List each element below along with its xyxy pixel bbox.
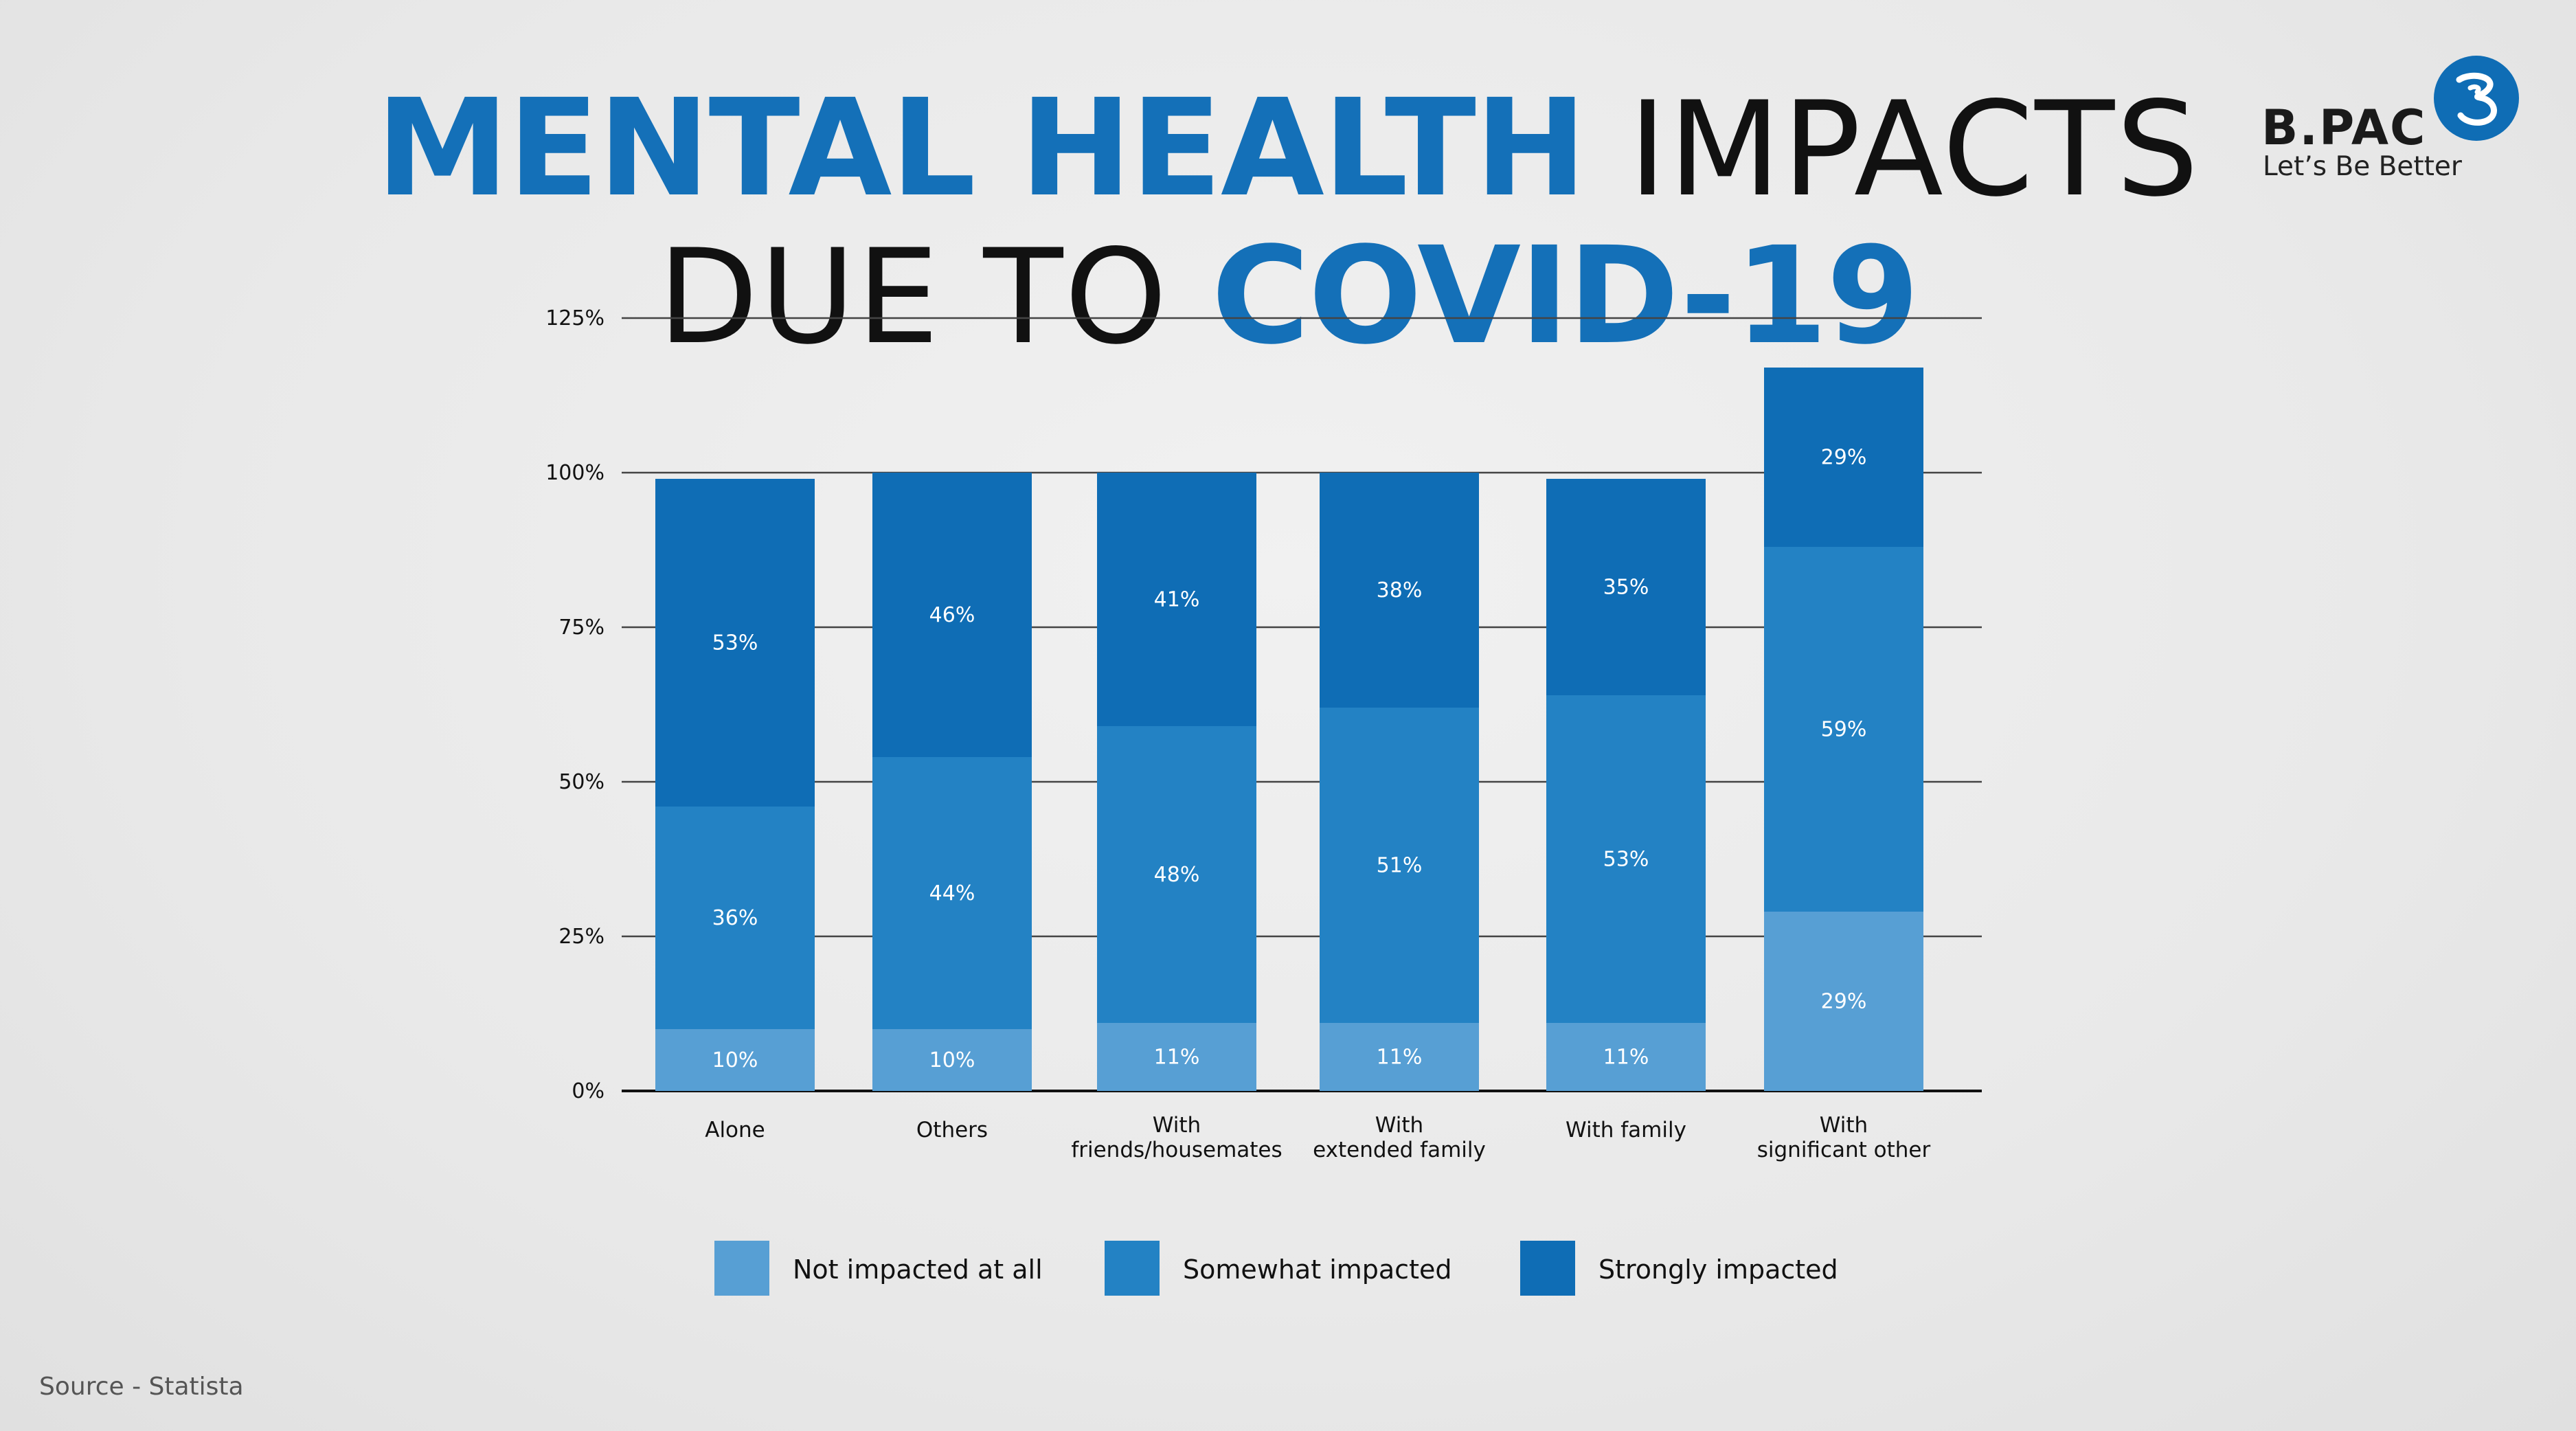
y-tick-label: 100%: [545, 461, 605, 485]
bar-segment: [872, 757, 1032, 1029]
x-category-label: Alone: [705, 1118, 765, 1142]
bar-data-label: 10%: [712, 1048, 758, 1072]
title-line-1: MENTAL HEALTH IMPACTS: [0, 81, 2576, 215]
legend-swatch: [714, 1241, 769, 1296]
title-strong-1: MENTAL HEALTH: [376, 70, 1587, 226]
bar-segment: [1764, 547, 1923, 912]
bar-segment: [1097, 473, 1256, 726]
bar-segment: [1546, 695, 1706, 1023]
x-category-label: Others: [916, 1118, 988, 1142]
y-tick-label: 50%: [558, 770, 605, 794]
bar-data-label: 11%: [1603, 1046, 1649, 1070]
title-strong-2: COVID-19: [1211, 218, 1919, 374]
bar-data-label: 11%: [1377, 1046, 1423, 1070]
x-category-label: With: [1375, 1113, 1423, 1138]
x-category-label: significant other: [1757, 1138, 1931, 1162]
bar-segment: [1320, 473, 1479, 708]
bar-segment: [1764, 912, 1923, 1091]
bar-data-label: 35%: [1603, 576, 1649, 600]
x-category-label: extended family: [1313, 1138, 1486, 1162]
y-tick-label: 0%: [572, 1079, 605, 1103]
bar-segment: [1320, 708, 1479, 1023]
bar-data-label: 53%: [1603, 848, 1649, 872]
y-tick-label: 25%: [558, 925, 605, 949]
bar-segment: [1546, 1023, 1706, 1091]
title-light-2: DUE TO: [657, 221, 1212, 373]
bar-data-label: 29%: [1821, 990, 1867, 1014]
y-tick-label: 75%: [558, 616, 605, 640]
legend-swatch: [1520, 1241, 1575, 1296]
bar-segment: [1097, 1023, 1256, 1091]
title-light-1: IMPACTS: [1585, 74, 2200, 225]
bar-segment: [655, 1029, 815, 1091]
bar-data-label: 48%: [1154, 863, 1200, 887]
x-category-label: friends/housemates: [1071, 1138, 1282, 1162]
logo-tagline: Let’s Be Better: [2263, 151, 2462, 182]
y-tick-label: 125%: [545, 306, 605, 330]
bar-segment: [872, 473, 1032, 757]
bar-segment: [655, 807, 815, 1029]
bar-data-label: 41%: [1154, 588, 1200, 612]
logo-mark-icon: [2434, 56, 2519, 141]
x-category-label: With family: [1566, 1118, 1686, 1142]
brand-logo: B.PAC Let’s Be Better: [2259, 54, 2519, 191]
title-line-2: DUE TO COVID-19: [0, 229, 2576, 363]
bar-segment: [1320, 1023, 1479, 1091]
bar-segment: [1764, 368, 1923, 547]
bar-data-label: 11%: [1154, 1046, 1200, 1070]
source-note: Source - Statista: [39, 1373, 244, 1401]
bar-segment: [655, 479, 815, 807]
bar-segment: [1546, 479, 1706, 695]
bar-segment: [1097, 726, 1256, 1023]
bar-segment: [872, 1029, 1032, 1091]
bar-data-label: 53%: [712, 631, 758, 655]
chart-legend: Not impacted at all Somewhat impacted Stro…: [0, 1241, 2576, 1296]
bar-data-label: 36%: [712, 906, 758, 930]
legend-label: Strongly impacted: [1598, 1254, 1838, 1285]
x-category-label: With: [1820, 1113, 1868, 1138]
bar-data-label: 44%: [929, 881, 975, 905]
bar-data-label: 51%: [1377, 854, 1423, 878]
bar-data-label: 59%: [1821, 718, 1867, 742]
bar-data-label: 10%: [929, 1048, 975, 1072]
bar-data-label: 29%: [1821, 446, 1867, 470]
legend-swatch: [1105, 1241, 1160, 1296]
legend-label: Somewhat impacted: [1183, 1254, 1452, 1285]
logo-name: B.PAC: [2261, 100, 2427, 156]
legend-label: Not impacted at all: [793, 1254, 1043, 1285]
bar-data-label: 46%: [929, 603, 975, 627]
x-category-label: With: [1153, 1113, 1201, 1138]
bar-data-label: 38%: [1377, 578, 1423, 602]
